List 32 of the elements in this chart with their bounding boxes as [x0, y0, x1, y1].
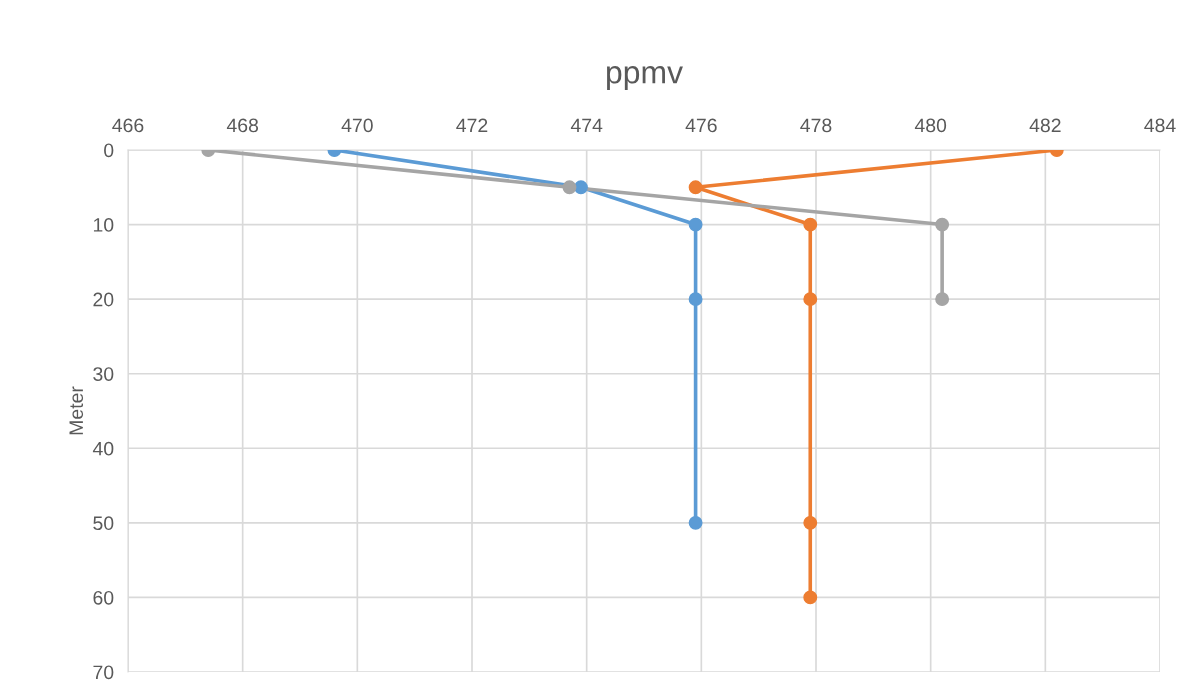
- x-tick-label: 472: [456, 118, 488, 133]
- y-tick-label: 0: [104, 143, 114, 158]
- x-tick-label: 482: [1029, 118, 1061, 133]
- chart-title: ppmv: [607, 66, 683, 90]
- y-tick-label: 30: [93, 367, 114, 381]
- x-tick-label: 466: [112, 118, 144, 133]
- point: [803, 292, 818, 307]
- point: [688, 217, 703, 232]
- point: [935, 292, 950, 307]
- point: [803, 515, 818, 530]
- point: [688, 515, 703, 530]
- point: [935, 217, 950, 232]
- point: [803, 590, 818, 605]
- x-tick-label: 478: [800, 118, 832, 133]
- x-tick-label: 476: [685, 118, 717, 133]
- x-tick-label: 474: [570, 118, 603, 133]
- y-tick-label: 10: [93, 218, 114, 232]
- point: [562, 180, 577, 195]
- y-tick-label: 20: [93, 292, 114, 307]
- point: [803, 217, 818, 232]
- y-tick-label: 50: [93, 516, 114, 531]
- y-tick-label: 60: [93, 590, 114, 605]
- y-tick-label: 70: [93, 665, 114, 680]
- x-tick-label: 484: [1144, 118, 1176, 133]
- x-tick-label: 470: [341, 118, 373, 133]
- x-tick-label: 468: [226, 118, 259, 133]
- y-tick-label: 40: [92, 441, 114, 456]
- point: [573, 180, 588, 195]
- point: [688, 292, 703, 307]
- x-tick-label: 480: [914, 118, 947, 133]
- y-axis-title: Meter: [69, 386, 84, 435]
- point: [688, 180, 703, 195]
